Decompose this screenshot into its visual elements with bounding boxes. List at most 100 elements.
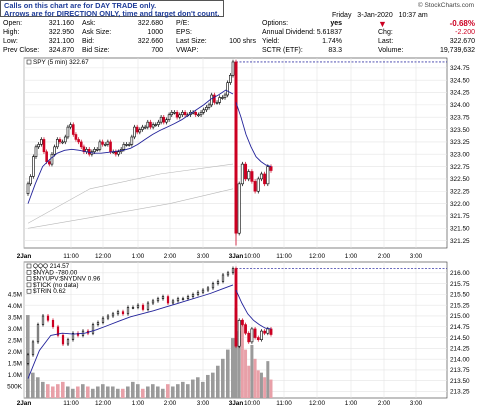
qqq-day1-candle (36, 324, 40, 343)
x-tick-label: 3Jan (229, 253, 244, 260)
spy-ma-line (27, 89, 234, 204)
x-tick-label-bottom: 11:00 (276, 400, 292, 406)
spy-day1-candle (26, 183, 30, 195)
volume-bar (256, 370, 260, 398)
spy-day1-candle (79, 141, 83, 148)
volume-tick-label: 4.5M (8, 292, 22, 299)
chart-note: Calls on this chart are for DAY TRADE on… (0, 0, 224, 18)
spy-day1-candle (61, 141, 64, 144)
spy-panel-y-tick-label: 324.75 (450, 65, 470, 72)
qqq-day1-candle (136, 304, 140, 308)
spy-day1-candle (143, 126, 147, 129)
options-value: yes (330, 20, 342, 27)
qqq-legend-item: $NYAD -780.00 (33, 269, 78, 276)
dividend-label: Annual Dividend: (262, 29, 315, 36)
x-tick-label: 1:00 (345, 253, 358, 260)
qqq-day1-candle (131, 307, 135, 309)
spy-day1-candle (205, 107, 208, 111)
options-label: Options: (262, 20, 289, 27)
qqq-day1-candle (26, 354, 30, 364)
qqq-panel-y-tick-label: 215.75 (450, 281, 470, 288)
volume-bar (244, 349, 248, 398)
asksize-label: Ask Size: (82, 29, 112, 36)
prevclose-label: Prev Close: (3, 47, 40, 54)
spy-day1-candle (157, 121, 160, 125)
down-arrow-icon: ▼ (378, 19, 387, 29)
x-tick-label-bottom: 3:00 (197, 400, 210, 406)
qqq-day1-candle (31, 341, 35, 356)
qqq-panel-y-tick-label: 214.25 (450, 346, 470, 353)
asksize-value: 1000 (147, 29, 163, 36)
pct-change-value: -0.68% (449, 19, 475, 28)
spy-day2-candle (259, 173, 263, 180)
volume-bar (71, 388, 75, 398)
ask-value: 322.680 (137, 20, 163, 27)
spy-legend-swatch (26, 59, 32, 65)
high-value: 322.950 (48, 29, 74, 36)
qqq-day1-candle (46, 315, 50, 321)
chg-value: -2.200 (455, 29, 475, 36)
spy-panel-y-tick-label: 323.50 (450, 127, 470, 134)
spy-day1-candle (207, 104, 211, 108)
qqq-day1-candle (186, 296, 190, 299)
qqq-day1-candle (141, 304, 145, 310)
qqq-day1-candle (146, 302, 150, 310)
volume-bar (161, 388, 165, 398)
volume-bar (181, 381, 185, 398)
qqq-legend-swatch (26, 276, 32, 281)
pe-label: P/E: (176, 20, 190, 27)
volume-tick-label: 2.5M (8, 338, 22, 345)
spy-day2-candle (266, 166, 270, 185)
spy-day1-candle (226, 82, 229, 96)
spy-day1-candle (66, 126, 70, 138)
x-tick-label-bottom: 2Jan (17, 400, 32, 406)
volume-bar (156, 386, 160, 398)
qqq-day1-candle (126, 307, 130, 315)
spy-day1-candle (159, 116, 163, 123)
x-tick-label-bottom: 3Jan (229, 400, 244, 406)
qqq-day1-candle (151, 300, 155, 304)
volume-bar (31, 372, 35, 398)
qqq-panel-y-tick-label: 213.50 (450, 378, 470, 385)
volume-bar (41, 381, 45, 398)
spy-day1-candle (45, 151, 48, 162)
qqq-day1-candle (101, 317, 105, 323)
vwap-label: VWAP: (176, 47, 199, 54)
volume-bar (240, 319, 244, 398)
volume-bar (196, 377, 200, 398)
spy-day1-candle (194, 111, 198, 116)
qqq-day2-candle (237, 319, 241, 347)
x-tick-label: 12:00 (309, 253, 325, 260)
qqq-legend-item: $NYUPV:$NYDNV 0.96 (33, 276, 101, 283)
x-tick-label-bottom: 2:00 (378, 400, 391, 406)
spy-day1-candle (223, 94, 227, 98)
qqq-panel-y-tick-label: 214.00 (450, 356, 470, 363)
volume-tick-label: 3.5M (8, 315, 22, 322)
spy-day1-candle (127, 144, 131, 146)
stockcharts-logo: © StockCharts.com (417, 2, 474, 9)
open-label: Open: (3, 20, 23, 27)
x-tick-label: 12:00 (95, 253, 111, 260)
volume-bar (126, 386, 130, 398)
qqq-day1-candle (76, 332, 80, 336)
volume-bar (101, 384, 105, 398)
x-tick-label: 11:00 (276, 253, 292, 260)
date-bar: Friday 3-Jan-2020 10:37 am (332, 12, 428, 19)
spy-day1-candle (50, 153, 54, 165)
qqq-panel-y-tick-label: 215.25 (450, 302, 470, 309)
volume-bar (51, 386, 55, 398)
spy-day1-candle (130, 136, 134, 145)
spy-day1-candle (71, 124, 75, 135)
date-day: Friday (332, 12, 352, 19)
spy-day1-candle (149, 121, 152, 128)
volume-bar (121, 388, 125, 398)
spy-ma-line (235, 102, 272, 168)
spy-day1-candle (63, 136, 67, 143)
spy-day1-candle (202, 109, 206, 113)
qqq-legend-item: $TICK (no data) (33, 282, 78, 289)
qqq-day2-candle (240, 319, 244, 325)
bidsize-value: 700 (151, 47, 163, 54)
volume-bar (216, 365, 220, 398)
volume-tick-label: 4.0M (8, 303, 22, 310)
